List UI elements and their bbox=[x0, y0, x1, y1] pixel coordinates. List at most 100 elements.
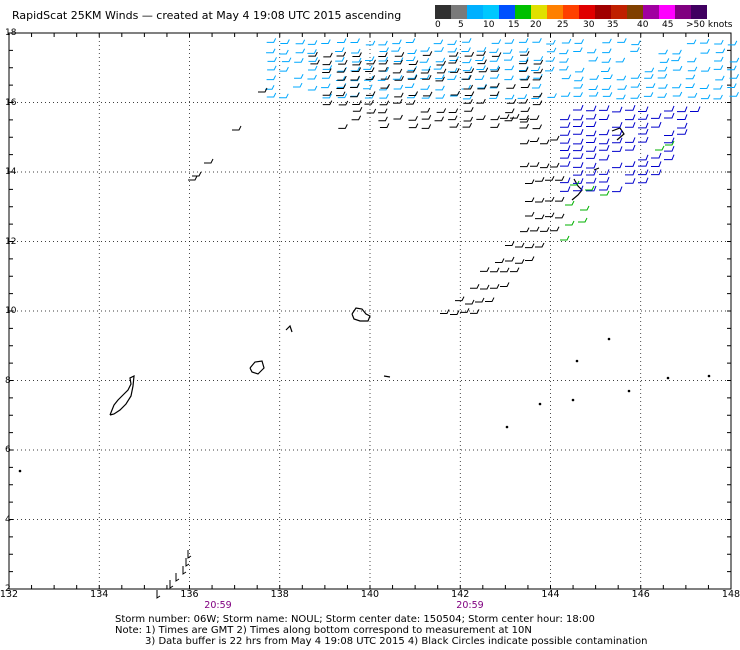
storm-info-line: Storm number: 06W; Storm name: NOUL; Sto… bbox=[115, 614, 595, 625]
latitude-label: 8 bbox=[5, 375, 11, 386]
colorbar-swatch bbox=[531, 5, 547, 19]
wind-barb bbox=[491, 52, 502, 57]
wind-barb bbox=[379, 123, 390, 128]
wind-barb bbox=[573, 92, 583, 97]
wind-barb bbox=[338, 124, 348, 129]
wind-barb bbox=[433, 39, 444, 45]
colorbar-swatch bbox=[691, 5, 707, 19]
wind-barb bbox=[658, 49, 668, 55]
colorbar-label: 20 bbox=[530, 20, 542, 30]
wind-barb bbox=[560, 145, 571, 151]
colorbar-label: >50 knots bbox=[686, 20, 733, 30]
island-ulithi bbox=[351, 307, 371, 322]
longitude-label: 144 bbox=[541, 589, 560, 600]
wind-barb bbox=[350, 92, 360, 98]
wind-barb bbox=[434, 116, 444, 122]
wind-barb bbox=[630, 47, 640, 52]
longitude-label: 148 bbox=[721, 589, 740, 600]
wind-barb bbox=[461, 47, 471, 52]
wind-barb bbox=[578, 217, 588, 223]
wind-barb bbox=[440, 309, 450, 314]
wind-barb bbox=[419, 57, 430, 63]
wind-barb bbox=[686, 39, 697, 45]
wind-barb bbox=[307, 40, 318, 45]
wind-barb bbox=[307, 85, 318, 91]
wind-barb bbox=[420, 107, 431, 113]
wind-barb bbox=[308, 51, 318, 57]
wind-barb bbox=[470, 284, 480, 289]
wind-barb bbox=[519, 67, 529, 72]
wind-barb bbox=[638, 106, 649, 113]
wind-barb bbox=[365, 67, 375, 73]
colorbar-swatch bbox=[643, 5, 659, 19]
longitude-label: 138 bbox=[270, 589, 289, 600]
wind-barb bbox=[520, 75, 530, 81]
wind-barb bbox=[550, 135, 560, 141]
island-reef bbox=[383, 375, 391, 378]
longitude-label: 132 bbox=[0, 589, 19, 600]
wind-barb bbox=[519, 75, 529, 80]
wind-barb bbox=[489, 56, 500, 62]
wind-barb bbox=[535, 197, 545, 203]
wind-barb bbox=[378, 40, 388, 46]
wind-barb bbox=[504, 65, 515, 71]
wind-barb bbox=[322, 68, 332, 74]
wind-barb bbox=[530, 162, 540, 167]
wind-barb bbox=[407, 75, 418, 80]
wind-barb bbox=[307, 74, 317, 80]
wind-barb bbox=[510, 267, 520, 273]
colorbar-swatch bbox=[563, 5, 579, 19]
wind-barb bbox=[677, 129, 688, 135]
wind-barb bbox=[586, 130, 597, 137]
wind-barb bbox=[338, 100, 349, 106]
wind-barb bbox=[476, 65, 486, 70]
wind-barb bbox=[599, 138, 610, 145]
wind-barb bbox=[421, 114, 432, 120]
wind-barb bbox=[393, 98, 403, 104]
wind-barb bbox=[350, 83, 360, 89]
wind-barb bbox=[518, 59, 529, 65]
wind-barb bbox=[350, 75, 360, 81]
wind-barb bbox=[462, 122, 472, 128]
wind-barb bbox=[450, 310, 460, 315]
wind-barb bbox=[574, 39, 584, 44]
wind-barb bbox=[612, 137, 623, 144]
wind-barb bbox=[574, 76, 584, 82]
wind-barb bbox=[435, 93, 446, 99]
wind-barb bbox=[232, 125, 242, 131]
wind-barb bbox=[336, 51, 347, 57]
wind-barb bbox=[664, 105, 675, 112]
wind-barb bbox=[436, 68, 447, 74]
wind-barb bbox=[476, 98, 486, 104]
wind-barb bbox=[520, 227, 530, 233]
wind-barb bbox=[617, 85, 627, 90]
wind-barb bbox=[602, 38, 612, 44]
wind-barb bbox=[573, 185, 584, 192]
colorbar-label: 5 bbox=[458, 20, 464, 30]
colorbar-swatch bbox=[547, 5, 563, 19]
wind-barb bbox=[700, 94, 711, 100]
wind-barb bbox=[504, 38, 515, 44]
wind-barb bbox=[500, 267, 510, 273]
island-guam bbox=[571, 178, 583, 201]
wind-barb bbox=[515, 242, 525, 248]
time-label-right: 20:59 bbox=[456, 600, 484, 611]
wind-barb bbox=[393, 59, 403, 65]
wind-barb bbox=[602, 48, 612, 54]
wind-barb bbox=[406, 99, 416, 105]
latitude-label: 16 bbox=[5, 97, 17, 108]
wind-barb bbox=[612, 186, 623, 193]
wind-barb bbox=[586, 137, 597, 144]
wind-barb bbox=[599, 129, 610, 136]
wind-barb bbox=[519, 47, 529, 53]
wind-barb bbox=[364, 93, 375, 99]
wind-barb bbox=[713, 84, 723, 90]
wind-barb bbox=[322, 93, 332, 99]
wind-barb bbox=[518, 98, 529, 104]
wind-barb bbox=[463, 116, 474, 122]
wind-barb bbox=[308, 57, 318, 62]
wind-barb bbox=[555, 213, 565, 219]
wind-barb bbox=[625, 122, 636, 128]
wind-barb bbox=[664, 130, 675, 137]
wind-barb bbox=[550, 226, 560, 232]
